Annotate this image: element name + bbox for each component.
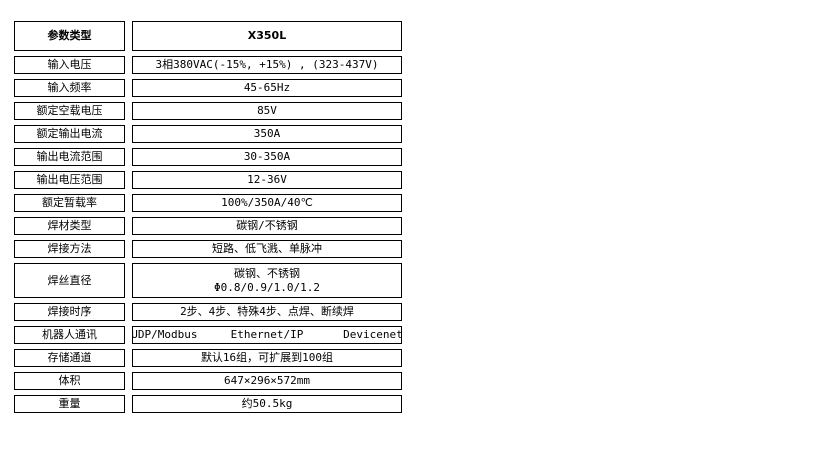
table-row: 体积 647×296×572mm [14,372,402,390]
value-text: 12-36V [247,173,287,186]
value-text: 350A [253,127,281,140]
value-text: Φ0.8/0.9/1.0/1.2 [214,280,320,294]
label-cell: 焊丝直径 [14,263,125,298]
value-text: 默认16组，可扩展到100组 [200,351,334,364]
value-text: 85V [257,104,277,117]
table-row: 重量 约50.5kg [14,395,402,413]
value-cell: 2步、4步、特殊4步、点焊、断续焊 [132,303,402,321]
value-cell: 85V [132,102,402,120]
spec-table: 参数类型 X350L 输入电压 3相380VAC(-15%, +15%) , (323… [14,21,403,413]
label-cell: 输入频率 [14,79,125,97]
value-text: 2步、4步、特殊4步、点焊、断续焊 [180,305,354,318]
label-cell: 额定空载电压 [14,102,125,120]
value-cell: 默认16组，可扩展到100组 [132,349,402,367]
value-text: UDP/Modbus Ethernet/IP Devicenet [131,328,403,341]
value-text: 30-350A [243,150,291,163]
label-cell: 重量 [14,395,125,413]
table-row: 输出电流范围 30-350A [14,148,402,166]
label-cell: 存储通道 [14,349,125,367]
value-text: 3相380VAC(-15%, +15%) , (323-437V) [155,58,379,71]
value-text: 45-65Hz [243,81,291,94]
value-cell: 350A [132,125,402,143]
label-cell: 输出电压范围 [14,171,125,189]
label-cell: 焊材类型 [14,217,125,235]
table-row: 存储通道 默认16组，可扩展到100组 [14,349,402,367]
table-row: 额定输出电流 350A [14,125,402,143]
label-cell: 输出电流范围 [14,148,125,166]
label-cell: 焊接时序 [14,303,125,321]
value-cell: 12-36V [132,171,402,189]
table-row: 焊丝直径 碳钢、不锈钢 Φ0.8/0.9/1.0/1.2 [14,263,402,298]
value-text: X350L [247,29,287,42]
value-cell: 647×296×572mm [132,372,402,390]
value-cell: 短路、低飞溅、单脉冲 [132,240,402,258]
table-row: 焊接时序 2步、4步、特殊4步、点焊、断续焊 [14,303,402,321]
value-text: 约50.5kg [241,397,293,410]
value-cell: 100%/350A/40℃ [132,194,402,212]
table-row: 机器人通讯 UDP/Modbus Ethernet/IP Devicenet [14,326,403,344]
table-row: 输入频率 45-65Hz [14,79,402,97]
value-cell: 约50.5kg [132,395,402,413]
table-row: 额定空载电压 85V [14,102,402,120]
value-cell: 碳钢、不锈钢 Φ0.8/0.9/1.0/1.2 [132,263,402,298]
label-cell: 参数类型 [14,21,125,51]
value-cell: 碳钢/不锈钢 [132,217,402,235]
value-cell: 45-65Hz [132,79,402,97]
label-cell: 体积 [14,372,125,390]
label-cell: 输入电压 [14,56,125,74]
table-row: 额定暂载率 100%/350A/40℃ [14,194,402,212]
value-cell: 3相380VAC(-15%, +15%) , (323-437V) [132,56,402,74]
label-cell: 焊接方法 [14,240,125,258]
value-text: 647×296×572mm [223,374,311,387]
value-cell: UDP/Modbus Ethernet/IP Devicenet [131,326,403,344]
value-text: 100%/350A/40℃ [221,196,313,209]
header-row: 参数类型 X350L [14,21,402,51]
table-row: 输入电压 3相380VAC(-15%, +15%) , (323-437V) [14,56,402,74]
value-text: 碳钢、不锈钢 [234,266,300,280]
label-cell: 额定暂载率 [14,194,125,212]
table-row: 输出电压范围 12-36V [14,171,402,189]
value-cell: X350L [132,21,402,51]
value-cell: 30-350A [132,148,402,166]
label-cell: 机器人通讯 [14,326,125,344]
value-text: 碳钢/不锈钢 [236,219,298,232]
value-text: 短路、低飞溅、单脉冲 [212,242,322,255]
table-row: 焊接方法 短路、低飞溅、单脉冲 [14,240,402,258]
label-cell: 额定输出电流 [14,125,125,143]
table-row: 焊材类型 碳钢/不锈钢 [14,217,402,235]
